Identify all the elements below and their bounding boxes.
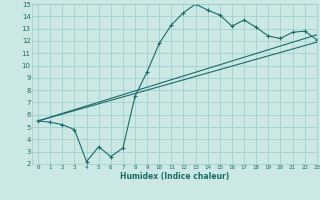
X-axis label: Humidex (Indice chaleur): Humidex (Indice chaleur)	[120, 172, 229, 181]
